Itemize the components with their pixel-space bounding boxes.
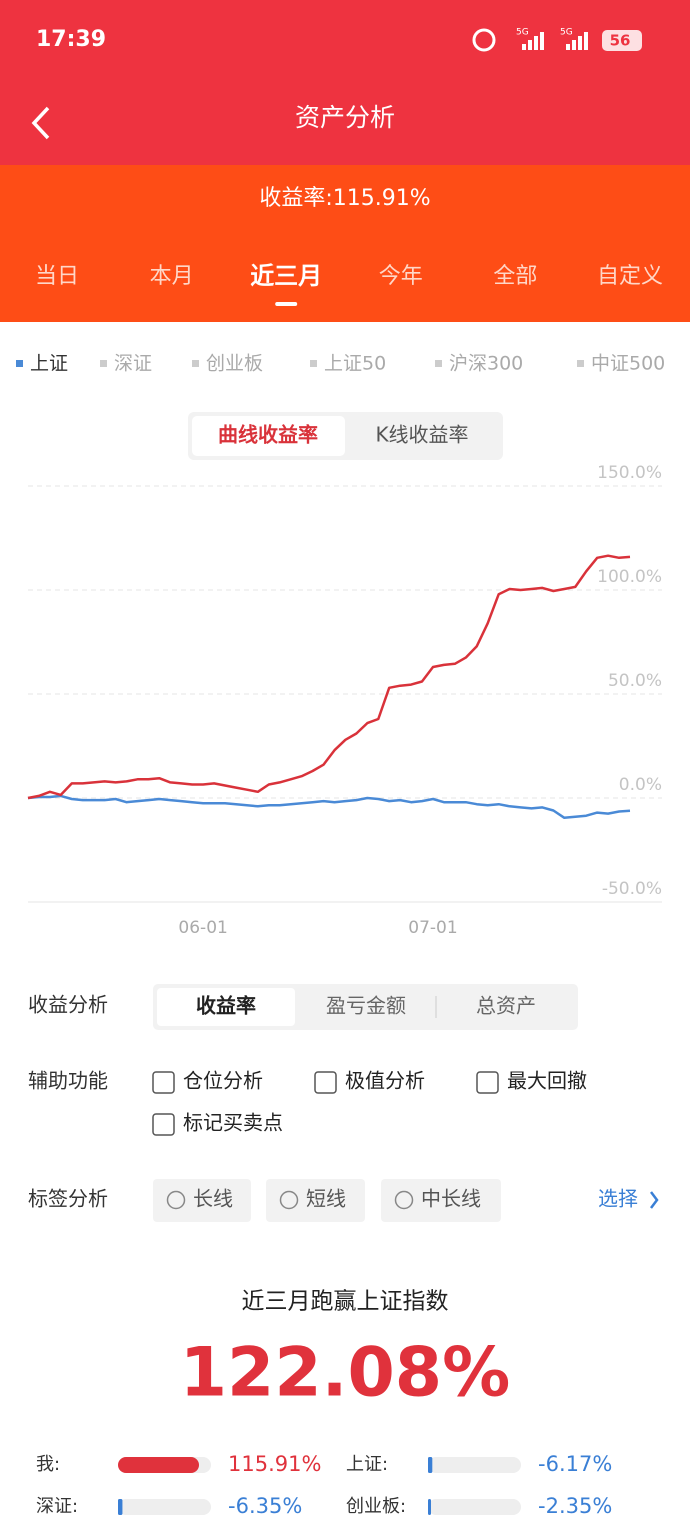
period-tab[interactable]: 今年 [379,264,423,289]
tab-active-bg [157,988,295,1026]
battery-icon [602,30,642,51]
bar [118,1499,123,1515]
checkbox[interactable] [152,1113,175,1136]
y-tick-label: 150.0% [597,463,662,483]
top-bar [0,0,690,165]
mode-tab[interactable]: K线收益率 [375,423,468,447]
compare-value: -2.35% [538,1494,612,1518]
tag-chip[interactable] [381,1179,501,1222]
bar [118,1457,199,1473]
bar [428,1499,431,1515]
analysis-tab[interactable]: 盈亏金额 [326,994,406,1018]
radio [279,1190,299,1210]
signal-icon [522,32,588,50]
period-tab[interactable]: 当日 [35,264,79,289]
content-bg [0,322,690,1533]
tag-label: 短线 [306,1187,346,1211]
compare-label: 深证: [36,1496,78,1517]
checkbox-label: 最大回撤 [507,1069,587,1093]
compare-label: 创业板: [346,1496,406,1517]
legend-item[interactable]: 沪深300 [449,353,523,375]
checkbox[interactable] [476,1071,499,1094]
compare-label: 上证: [346,1454,388,1475]
x-tick-label: 06-01 [178,918,227,938]
tab-indicator [275,302,298,306]
legend-item[interactable]: 上证50 [324,353,386,375]
battery-level: 56 [610,32,631,50]
compare-value: -6.35% [228,1494,302,1518]
series-line [27,554,631,800]
section-label: 标签分析 [28,1187,108,1211]
summary-band [0,165,690,322]
compare-value: 115.91% [228,1452,321,1476]
legend-item[interactable]: 上证 [30,353,68,375]
network-label: 5G [560,28,573,38]
x-tick-label: 07-01 [408,918,457,938]
legend-swatch [192,360,199,367]
result-value: 122.08% [180,1334,511,1413]
legend-item[interactable]: 创业板 [206,353,263,375]
bar-track [118,1499,211,1515]
bar-track [428,1499,521,1515]
radio [166,1190,186,1210]
select-link[interactable]: 选择 [598,1187,638,1211]
y-tick-label: -50.0% [602,879,662,899]
period-tab[interactable]: 自定义 [597,264,663,289]
tag-label: 中长线 [421,1187,481,1211]
checkbox-label: 仓位分析 [183,1069,263,1093]
compare-label: 我: [36,1454,60,1475]
checkbox[interactable] [314,1071,337,1094]
legend-swatch [435,360,442,367]
period-tab[interactable]: 本月 [150,264,194,289]
legend-item[interactable]: 深证 [114,353,152,375]
chevron [650,1191,659,1209]
period-tab[interactable]: 全部 [493,264,537,289]
legend-swatch [577,360,584,367]
time: 17:39 [36,27,106,52]
section-label: 辅助功能 [28,1069,108,1093]
y-tick-label: 50.0% [608,671,662,691]
checkbox-label: 极值分析 [345,1069,425,1093]
bar-track [428,1457,521,1473]
network-label: 5G [516,28,529,38]
y-tick-label: 0.0% [619,775,662,795]
result-title: 近三月跑赢上证指数 [242,1289,449,1315]
checkbox[interactable] [152,1071,175,1094]
tag-chip[interactable] [266,1179,365,1222]
series-line [27,794,631,820]
tag-label: 长线 [193,1187,233,1211]
y-tick-label: 100.0% [597,567,662,587]
section-label: 收益分析 [28,993,108,1017]
analysis-tab[interactable]: 总资产 [476,994,536,1018]
page-title: 资产分析 [295,103,395,132]
period-tab[interactable]: 近三月 [250,262,322,290]
legend-swatch [310,360,317,367]
legend-swatch [100,360,107,367]
mode-active-bg [192,416,345,456]
radio [394,1190,414,1210]
return-summary: 收益率:115.91% [259,186,430,211]
tag-chip[interactable] [153,1179,251,1222]
analysis-tab[interactable]: 收益率 [196,994,256,1018]
mode-tab[interactable]: 曲线收益率 [218,423,318,447]
back-button[interactable] [31,106,50,140]
compare-value: -6.17% [538,1452,612,1476]
legend-item[interactable]: 中证500 [591,353,665,375]
bar [428,1457,433,1473]
legend-swatch [16,360,23,367]
alarm-icon [472,28,496,52]
checkbox-label: 标记买卖点 [183,1111,283,1135]
